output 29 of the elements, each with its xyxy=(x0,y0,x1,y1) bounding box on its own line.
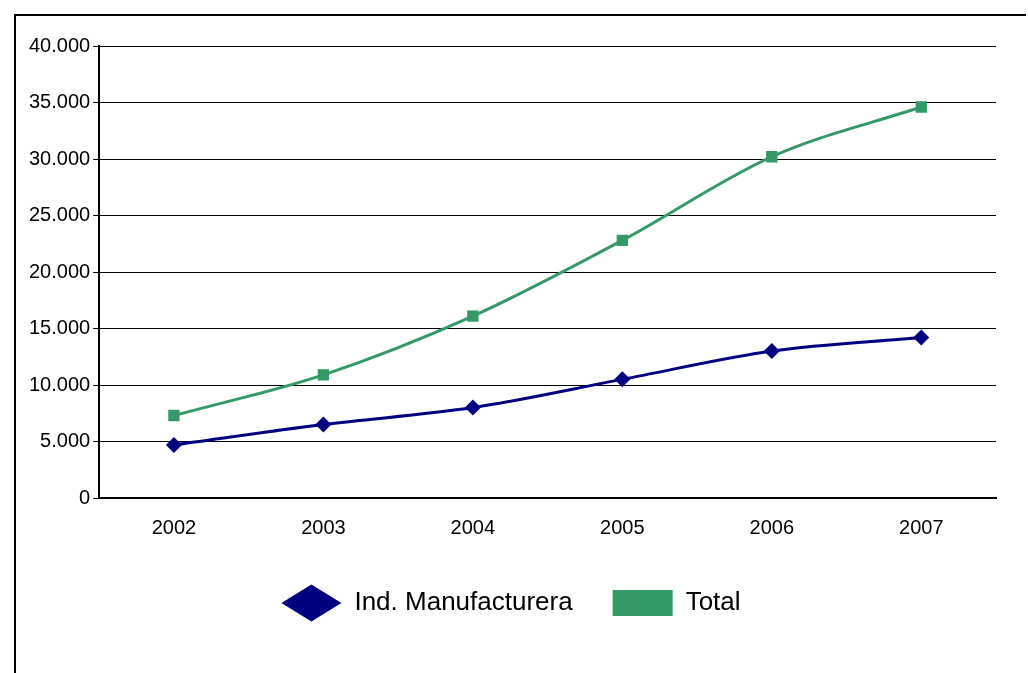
point xyxy=(317,369,330,381)
x-tick-label: 2006 xyxy=(749,515,795,538)
point xyxy=(464,399,481,416)
legend-label: Total xyxy=(685,586,741,617)
y-tick-label: 30.000 xyxy=(29,146,91,169)
point xyxy=(165,436,182,453)
y-tick-label: 40.000 xyxy=(29,33,91,56)
legend-label: Ind. Manufacturera xyxy=(354,586,574,617)
y-tick-label: 0 xyxy=(79,485,91,508)
point xyxy=(614,371,631,388)
point xyxy=(315,416,332,433)
y-tick-label: 20.000 xyxy=(29,259,91,282)
x-tick-label: 2004 xyxy=(450,515,496,538)
point xyxy=(616,234,628,247)
point xyxy=(467,310,479,322)
y-tick-label: 25.000 xyxy=(29,203,91,226)
x-tick-label: 2002 xyxy=(151,515,197,538)
point xyxy=(763,343,780,360)
point xyxy=(766,151,778,163)
x-tick-label: 2005 xyxy=(600,515,645,538)
y-tick-label: 15.000 xyxy=(29,316,91,339)
x-tick-label: 2003 xyxy=(301,515,346,538)
point xyxy=(913,329,930,346)
point xyxy=(168,409,180,422)
y-tick-label: 35.000 xyxy=(29,90,91,113)
point xyxy=(915,101,927,113)
y-tick-label: 5.000 xyxy=(40,429,91,452)
x-tick-label: 2007 xyxy=(899,515,944,538)
y-tick-label: 10.000 xyxy=(29,372,91,395)
